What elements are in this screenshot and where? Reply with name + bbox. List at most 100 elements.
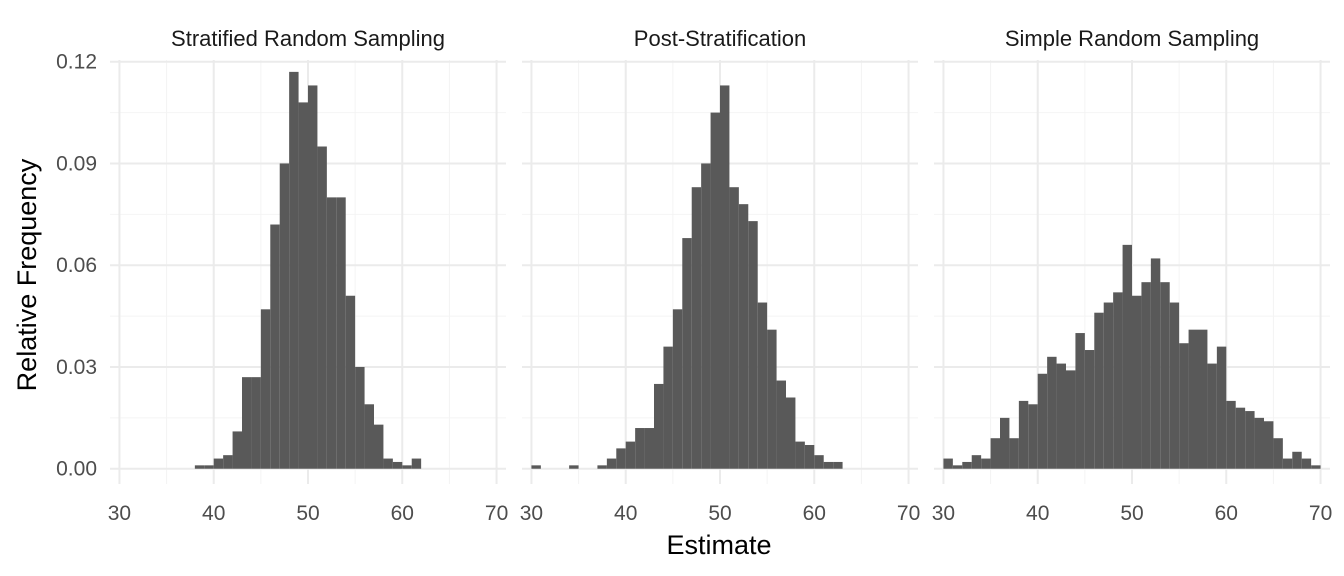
- histogram-bar: [1141, 282, 1151, 469]
- facet-panel-3: Simple Random Sampling 30 40 50 60 70: [932, 26, 1333, 525]
- histogram-bar: [1245, 411, 1255, 469]
- x-tick-label: 50: [708, 502, 731, 525]
- facet-title: Stratified Random Sampling: [171, 26, 445, 51]
- histogram-bar: [1037, 373, 1048, 469]
- histogram-bar: [251, 377, 261, 469]
- histogram-bar: [1169, 302, 1180, 469]
- histogram-bar: [710, 112, 720, 469]
- histogram-bar: [776, 380, 786, 469]
- histogram-bar: [1075, 333, 1085, 469]
- x-tick-label: 40: [614, 502, 637, 525]
- histogram-bar: [682, 238, 692, 469]
- facet-title: Post-Stratification: [634, 26, 806, 51]
- histogram-bar: [317, 146, 327, 469]
- histogram-bar: [1113, 292, 1123, 469]
- histogram-bar: [990, 438, 1000, 469]
- histogram-bar: [392, 461, 403, 469]
- histogram-bar: [411, 458, 422, 469]
- histogram-bar: [1160, 282, 1170, 469]
- histogram-bar: [1235, 407, 1246, 469]
- histogram-bar: [402, 465, 412, 469]
- x-tick-label: 30: [108, 502, 131, 525]
- histogram-bar: [654, 383, 664, 469]
- histogram-bar: [1094, 312, 1104, 469]
- histogram-bar: [1028, 404, 1038, 469]
- facet-title: Simple Random Sampling: [1005, 26, 1259, 51]
- histogram-bar: [194, 465, 205, 469]
- histogram-bar: [786, 397, 796, 469]
- histogram-bar: [355, 366, 365, 469]
- histogram-bar: [1282, 458, 1293, 469]
- histogram-bar: [1254, 417, 1264, 469]
- histogram-bar: [1301, 458, 1312, 469]
- histogram-bar: [204, 465, 214, 469]
- histogram-bar: [625, 441, 636, 469]
- x-tick-label: 30: [932, 502, 955, 525]
- facet-panel-2: Post-Stratification 30 40 50 60 70: [520, 26, 921, 525]
- histogram-bar: [1047, 356, 1057, 469]
- histogram-bar: [383, 458, 393, 469]
- histogram-bar: [1292, 451, 1302, 469]
- histogram-bar: [1188, 329, 1198, 469]
- histogram-bar: [345, 295, 356, 469]
- histogram-bar: [569, 465, 579, 469]
- histogram-bar: [289, 71, 299, 469]
- histogram-bar: [1000, 417, 1010, 469]
- x-tick-label: 40: [1026, 502, 1049, 525]
- histogram-bar: [1216, 346, 1227, 469]
- x-tick-label: 60: [803, 502, 826, 525]
- histogram-bar: [962, 461, 972, 469]
- histogram-bar: [1009, 438, 1019, 469]
- histogram-bar: [1132, 295, 1142, 469]
- histogram-bar: [1273, 438, 1283, 469]
- histogram-bar: [952, 465, 963, 469]
- histogram-bar: [232, 431, 242, 469]
- histogram-bar: [1103, 302, 1114, 469]
- histogram-bar: [1056, 363, 1066, 469]
- histogram-bar: [981, 458, 991, 469]
- y-axis-title: Relative Frequency: [12, 158, 42, 391]
- histogram-bar: [364, 404, 374, 469]
- x-tick-label: 70: [485, 502, 508, 525]
- x-tick-label: 60: [1215, 502, 1238, 525]
- histogram-bar: [597, 465, 607, 469]
- histogram-bar: [374, 424, 384, 469]
- histogram-bar: [1311, 465, 1321, 469]
- histogram-bar: [804, 444, 815, 469]
- histogram-bar: [833, 461, 843, 469]
- x-tick-label: 70: [1309, 502, 1332, 525]
- histogram-bar: [748, 221, 758, 469]
- histogram-bar: [1207, 363, 1217, 469]
- histogram-bar: [1084, 350, 1095, 469]
- histogram-bar: [279, 163, 290, 469]
- y-tick-label: 0.09: [56, 152, 97, 175]
- y-tick-label: 0.12: [56, 51, 97, 74]
- x-tick-label: 50: [296, 502, 319, 525]
- histogram-bar: [1264, 421, 1274, 469]
- x-tick-label: 40: [202, 502, 225, 525]
- histogram-bar: [729, 187, 739, 469]
- histogram-bar: [531, 465, 541, 469]
- histogram-bar: [298, 102, 308, 469]
- histogram-bar: [672, 309, 683, 469]
- histogram-bar: [795, 441, 805, 469]
- histogram-bar: [738, 204, 749, 469]
- x-axis-title: Estimate: [666, 530, 771, 560]
- histogram-bar: [1150, 258, 1161, 469]
- y-tick-label: 0.00: [56, 458, 97, 481]
- histogram-bar: [213, 458, 224, 469]
- histogram-bar: [1179, 343, 1189, 469]
- x-tick-label: 70: [897, 502, 920, 525]
- histogram-bar: [814, 455, 824, 469]
- histogram-bar: [943, 458, 953, 469]
- histogram-bar: [223, 455, 233, 469]
- histogram-bar: [767, 329, 777, 469]
- histogram-bar: [971, 455, 982, 469]
- x-tick-label: 50: [1120, 502, 1143, 525]
- histogram-bar: [308, 85, 318, 469]
- x-tick-label: 60: [391, 502, 414, 525]
- histogram-bar: [270, 224, 280, 469]
- facet-panel-1: Stratified Random Sampling 30 40 50 60 70: [108, 26, 509, 525]
- y-tick-label: 0.03: [56, 356, 97, 379]
